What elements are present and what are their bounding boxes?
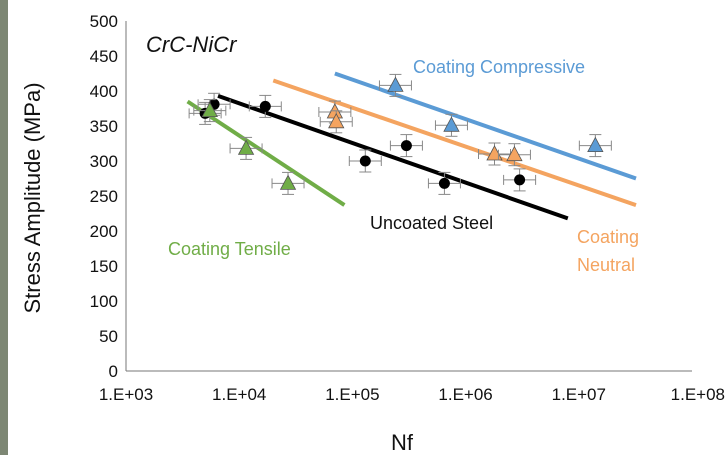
y-tick-label: 150 (90, 257, 118, 276)
data-point-coating-tensile (229, 136, 263, 160)
marker-circle (400, 140, 412, 152)
marker-circle (359, 155, 371, 167)
y-tick-label: 0 (109, 362, 118, 381)
marker-triangle (443, 116, 460, 132)
data-point-coating-compressive (434, 113, 468, 137)
trend-line-coating-tensile (186, 99, 346, 207)
data-points (188, 73, 612, 195)
data-point-uncoated-steel (503, 168, 537, 192)
data-point-uncoated-steel (427, 171, 461, 195)
data-point-coating-tensile (193, 99, 227, 123)
x-tick-label: 1.E+07 (552, 385, 606, 404)
data-point-coating-compressive (578, 134, 612, 158)
trend-line-coating-compressive (334, 71, 637, 181)
marker-circle (438, 177, 450, 189)
x-tick-label: 1.E+04 (212, 385, 266, 404)
data-point-uncoated-steel (248, 94, 282, 118)
marker-circle (514, 174, 526, 186)
x-tick-label: 1.E+03 (99, 385, 153, 404)
y-tick-label: 400 (90, 82, 118, 101)
y-tick-label: 500 (90, 12, 118, 31)
annotation-uncoated-steel: Uncoated Steel (370, 213, 493, 233)
data-point-uncoated-steel (348, 149, 382, 173)
marker-triangle (387, 76, 404, 92)
y-tick-label: 300 (90, 152, 118, 171)
annotation-coating-neutral-line1: Coating (577, 227, 639, 247)
y-tick-label: 50 (99, 327, 118, 346)
data-point-coating-neutral (497, 143, 531, 167)
trend-line-coating-neutral (272, 78, 637, 207)
annotation-coating-tensile: Coating Tensile (168, 239, 291, 259)
marker-triangle (201, 101, 218, 117)
axes (125, 21, 692, 372)
y-tick-label: 250 (90, 187, 118, 206)
annotation-coating-compressive: Coating Compressive (413, 57, 585, 77)
annotation-coating-neutral-line2: Neutral (577, 255, 635, 275)
y-tick-label: 450 (90, 47, 118, 66)
marker-triangle (506, 145, 523, 162)
chart-panel: 0 50 100 150 200 250 300 350 400 450 500 1.E+03 1.E… (8, 0, 725, 455)
x-axis-title: Nf (391, 430, 414, 455)
marker-triangle (237, 139, 255, 155)
y-tick-label: 200 (90, 222, 118, 241)
y-tick-label: 100 (90, 292, 118, 311)
x-tick-labels: 1.E+03 1.E+04 1.E+05 1.E+06 1.E+07 1.E+08 (99, 385, 725, 404)
y-axis-title: Stress Amplitude (MPa) (20, 82, 45, 313)
x-tick-label: 1.E+06 (438, 385, 492, 404)
x-tick-label: 1.E+05 (325, 385, 379, 404)
marker-triangle (328, 112, 345, 129)
marker-circle (259, 100, 271, 112)
marker-triangle (279, 174, 297, 190)
data-point-uncoated-steel (389, 134, 423, 158)
x-tick-label: 1.E+08 (671, 385, 725, 404)
data-point-coating-neutral (319, 110, 353, 134)
y-tick-labels: 0 50 100 150 200 250 300 350 400 450 500 (90, 12, 118, 381)
chart-title: CrC-NiCr (146, 32, 238, 57)
marker-triangle (587, 136, 604, 153)
trend-line-uncoated-steel (217, 94, 569, 221)
data-point-coating-tensile (271, 171, 305, 195)
y-tick-label: 350 (90, 117, 118, 136)
data-point-coating-compressive (378, 73, 412, 97)
